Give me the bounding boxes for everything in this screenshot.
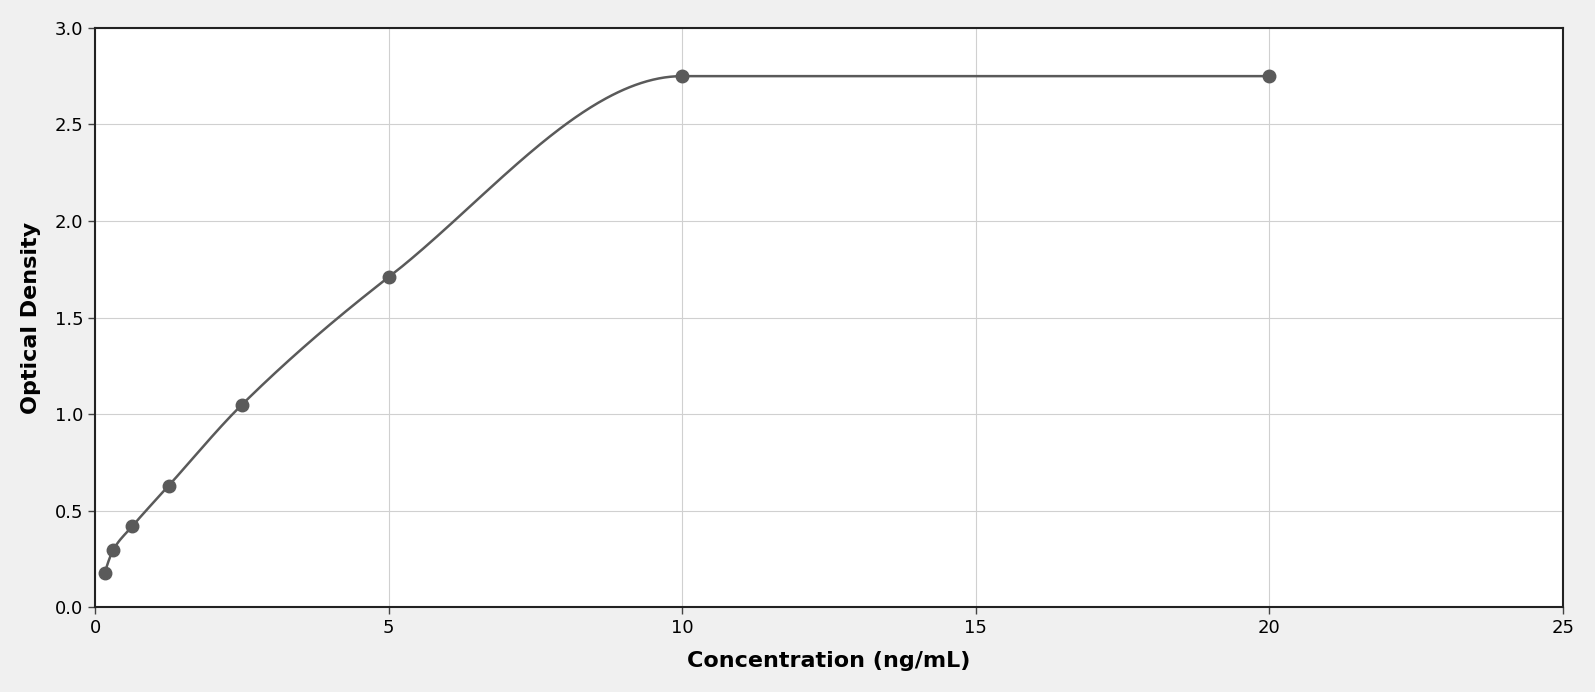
Point [156, 480, 182, 491]
Y-axis label: Optical Density: Optical Density [21, 221, 41, 414]
Point [230, 399, 255, 410]
Point [120, 521, 145, 532]
Point [376, 271, 402, 282]
Point [670, 71, 695, 82]
X-axis label: Concentration (ng/mL): Concentration (ng/mL) [687, 651, 971, 671]
Point [1257, 71, 1282, 82]
Point [100, 544, 126, 555]
Point [93, 567, 118, 579]
